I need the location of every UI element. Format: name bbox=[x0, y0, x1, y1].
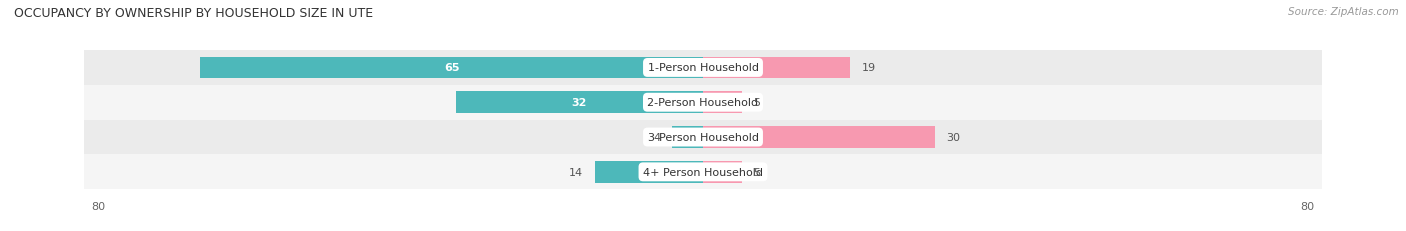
Text: 4: 4 bbox=[654, 132, 661, 143]
Text: 80: 80 bbox=[91, 201, 105, 211]
Bar bbox=[672, 127, 703, 148]
Bar bbox=[703, 161, 742, 183]
Text: 2-Person Household: 2-Person Household bbox=[647, 98, 759, 108]
Bar bbox=[84, 120, 1322, 155]
Bar bbox=[84, 85, 1322, 120]
Bar bbox=[703, 57, 849, 79]
Bar bbox=[456, 92, 703, 113]
Text: 5: 5 bbox=[754, 98, 761, 108]
Text: 4+ Person Household: 4+ Person Household bbox=[643, 167, 763, 177]
Bar bbox=[703, 92, 742, 113]
Bar bbox=[84, 51, 1322, 85]
Text: OCCUPANCY BY OWNERSHIP BY HOUSEHOLD SIZE IN UTE: OCCUPANCY BY OWNERSHIP BY HOUSEHOLD SIZE… bbox=[14, 7, 373, 20]
Text: 19: 19 bbox=[862, 63, 876, 73]
Bar bbox=[595, 161, 703, 183]
Text: 5: 5 bbox=[754, 167, 761, 177]
Text: 65: 65 bbox=[444, 63, 460, 73]
Text: 32: 32 bbox=[572, 98, 586, 108]
Bar bbox=[84, 155, 1322, 189]
Bar bbox=[703, 127, 935, 148]
Bar bbox=[200, 57, 703, 79]
Text: 80: 80 bbox=[1301, 201, 1315, 211]
Text: 30: 30 bbox=[946, 132, 960, 143]
Text: 14: 14 bbox=[569, 167, 583, 177]
Text: Source: ZipAtlas.com: Source: ZipAtlas.com bbox=[1288, 7, 1399, 17]
Text: 3-Person Household: 3-Person Household bbox=[648, 132, 758, 143]
Text: 1-Person Household: 1-Person Household bbox=[648, 63, 758, 73]
